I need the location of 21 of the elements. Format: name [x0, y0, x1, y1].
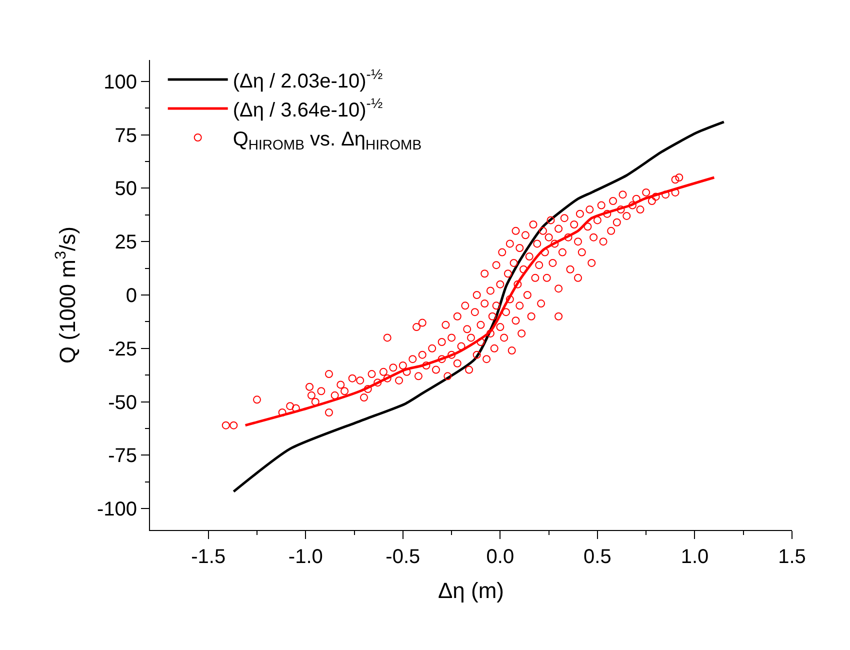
y-tick-label: 100 — [104, 71, 137, 94]
y-tick-label: 75 — [114, 124, 137, 147]
y-tick-label: 0 — [126, 285, 137, 307]
y-tick-label: 50 — [114, 178, 137, 200]
x-axis-title: Δη (m) — [438, 578, 504, 603]
x-tick-label: 1.0 — [680, 546, 709, 568]
y-tick-label: 25 — [114, 232, 137, 254]
legend-label: (Δη / 3.64e-10)$^{-½}$ — [232, 94, 383, 122]
x-tick-label: 0.5 — [584, 546, 612, 568]
y-tick-label: -75 — [108, 445, 137, 468]
x-tick-label: -0.5 — [386, 546, 420, 568]
legend-label: Q$_{HIROMB}$ vs. Δη$_{HIROMB}$ — [232, 128, 422, 152]
y-tick-label: -100 — [96, 498, 137, 521]
line-series — [232, 120, 726, 493]
x-tick-label: -1.0 — [288, 546, 323, 568]
x-tick-label: 1.5 — [778, 546, 806, 568]
legend-label: (Δη / 2.03e-10)$^{-½}$ — [232, 66, 383, 92]
x-tick-label: -1.5 — [191, 546, 226, 568]
y-tick-label: -50 — [108, 392, 137, 414]
x-tick-label: 0.0 — [486, 546, 514, 568]
y-tick-label: -25 — [108, 338, 137, 360]
